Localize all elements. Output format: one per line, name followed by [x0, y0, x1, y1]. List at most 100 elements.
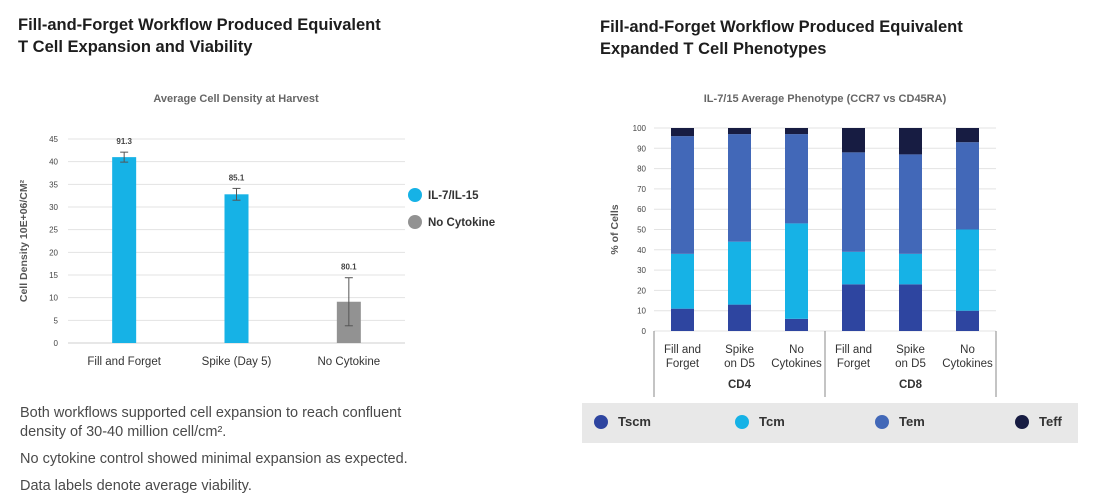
cell-density-chart: Average Cell Density at Harvest 0 5 10 15 20 2…	[18, 93, 495, 368]
left-title-line-2: T Cell Expansion and Viability	[18, 38, 253, 56]
phenotype-segment-tcm	[671, 253, 694, 309]
phenotype-x-tick-label: Forget	[837, 358, 871, 370]
phenotype-x-tick-label: on D5	[724, 358, 755, 370]
phenotype-y-tick-label: 50	[637, 226, 646, 235]
density-bar	[224, 194, 249, 343]
phenotype-x-tick-label: on D5	[895, 358, 926, 370]
phenotype-segment-tscm	[728, 304, 751, 331]
phenotype-x-tick-label: Cytokines	[771, 358, 822, 370]
phenotype-chart: IL-7/15 Average Phenotype (CCR7 vs CD45R…	[609, 93, 997, 397]
density-data-label: 91.3	[116, 137, 132, 146]
phenotype-segment-tem	[671, 136, 694, 254]
phenotype-y-tick-label: 20	[637, 286, 646, 295]
right-title-line-2: Expanded T Cell Phenotypes	[600, 40, 827, 58]
phenotype-segment-tcm	[728, 241, 751, 305]
phenotype-segment-teff	[956, 128, 979, 143]
phenotype-segment-tem	[899, 154, 922, 254]
density-y-tick-label: 5	[54, 316, 59, 325]
phenotype-y-tick-label: 70	[637, 185, 646, 194]
note-expansion-line-1: Both workflows supported cell expansion …	[20, 405, 402, 421]
phenotype-x-tick-label: Spike	[896, 344, 925, 356]
density-y-tick-label: 25	[49, 226, 58, 235]
density-y-tick-label: 0	[54, 339, 59, 348]
phenotype-segment-teff	[671, 128, 694, 137]
phenotype-segment-teff	[842, 128, 865, 153]
phenotype-y-tick-label: 60	[637, 205, 646, 214]
phenotype-legend: Tscm Tcm Tem Teff	[582, 403, 1078, 443]
note-no-cytokine: No cytokine control showed minimal expan…	[20, 451, 408, 467]
density-x-tick-label: Fill and Forget	[87, 356, 161, 368]
phenotype-segment-teff	[785, 128, 808, 135]
density-y-tick-label: 40	[49, 158, 58, 167]
phenotype-y-tick-label: 100	[633, 124, 647, 133]
tcm-swatch-icon	[735, 414, 749, 429]
phenotype-y-tick-label: 40	[637, 246, 646, 255]
phenotype-segment-teff	[728, 128, 751, 135]
phenotype-segment-tcm	[899, 253, 922, 285]
density-y-tick-label: 30	[49, 203, 58, 212]
phenotype-y-tick-label: 0	[642, 327, 647, 336]
phenotype-segment-tem	[956, 142, 979, 230]
phenotype-group-label: CD8	[899, 379, 923, 391]
phenotype-x-tick-label: Cytokines	[942, 358, 993, 370]
legend-label-tem: Tem	[899, 414, 925, 429]
phenotype-segment-tem	[728, 134, 751, 242]
note-expansion-line-2: density of 30-40 million cell/cm²	[20, 424, 223, 440]
density-bar	[112, 157, 137, 343]
teff-swatch-icon	[1015, 414, 1029, 429]
phenotype-segment-tcm	[956, 229, 979, 311]
phenotype-y-tick-label: 90	[637, 144, 646, 153]
left-panel-title: Fill-and-Forget Workflow Produced Equiva…	[18, 14, 438, 58]
phenotype-segment-tscm	[899, 284, 922, 331]
legend-label-teff: Teff	[1039, 414, 1062, 429]
density-legend-label: No Cytokine	[428, 217, 495, 229]
legend-item-tcm: Tcm	[735, 414, 785, 429]
phenotype-x-tick-label: No	[960, 344, 975, 356]
density-chart-title: Average Cell Density at Harvest	[153, 93, 319, 105]
phenotype-y-tick-label: 30	[637, 266, 646, 275]
phenotype-group-label: CD4	[728, 379, 752, 391]
phenotype-segment-tscm	[956, 310, 979, 331]
note-expansion: Both workflows supported cell expansion …	[20, 404, 490, 442]
phenotype-x-tick-label: Spike	[725, 344, 754, 356]
phenotype-segment-tscm	[785, 318, 808, 331]
legend-item-tscm: Tscm	[594, 414, 651, 429]
phenotype-x-tick-label: Forget	[666, 358, 700, 370]
phenotype-segment-tem	[842, 152, 865, 252]
note-viability: Data labels denote average viability.	[20, 478, 252, 494]
density-y-tick-label: 15	[49, 271, 58, 280]
phenotype-x-tick-label: Fill and	[835, 344, 872, 356]
phenotype-segment-tem	[785, 134, 808, 224]
phenotype-segment-tscm	[671, 308, 694, 331]
density-y-tick-label: 10	[49, 294, 58, 303]
tscm-swatch-icon	[594, 414, 608, 429]
density-data-label: 85.1	[229, 173, 245, 182]
density-legend-swatch-icon	[408, 215, 422, 229]
legend-label-tcm: Tcm	[759, 414, 785, 429]
legend-label-tscm: Tscm	[618, 414, 651, 429]
density-legend-label: IL-7/IL-15	[428, 190, 479, 202]
note-expansion-period: .	[222, 424, 227, 440]
phenotype-segment-tcm	[842, 251, 865, 285]
density-x-tick-label: No Cytokine	[318, 356, 381, 368]
density-y-axis-label: Cell Density 10E+06/CM²	[18, 179, 30, 302]
legend-item-tem: Tem	[875, 414, 925, 429]
right-panel-title: Fill-and-Forget Workflow Produced Equiva…	[600, 16, 1020, 60]
phenotype-segment-tcm	[785, 223, 808, 319]
density-y-tick-label: 35	[49, 180, 58, 189]
phenotype-segment-teff	[899, 128, 922, 155]
phenotype-segment-tscm	[842, 284, 865, 331]
phenotype-y-tick-label: 10	[637, 307, 646, 316]
left-title-line-1: Fill-and-Forget Workflow Produced Equiva…	[18, 16, 381, 34]
density-y-tick-label: 20	[49, 248, 58, 257]
density-legend-swatch-icon	[408, 188, 422, 202]
chart-notes: Both workflows supported cell expansion …	[20, 404, 490, 504]
phenotype-y-tick-label: 80	[637, 165, 646, 174]
right-title-line-1: Fill-and-Forget Workflow Produced Equiva…	[600, 18, 963, 36]
phenotype-y-axis-label: % of Cells	[609, 204, 621, 254]
phenotype-x-tick-label: No	[789, 344, 804, 356]
density-x-tick-label: Spike (Day 5)	[202, 356, 272, 368]
density-data-label: 80.1	[341, 263, 357, 272]
legend-item-teff: Teff	[1015, 414, 1062, 429]
tem-swatch-icon	[875, 414, 889, 429]
